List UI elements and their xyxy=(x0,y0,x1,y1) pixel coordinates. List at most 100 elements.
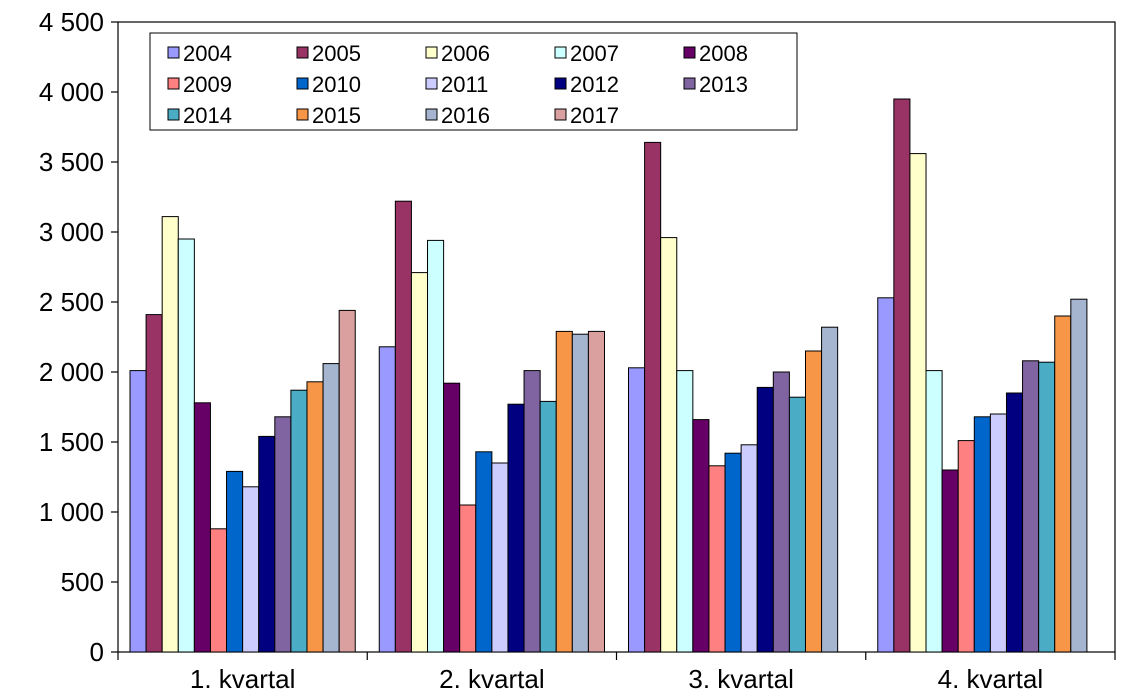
bar-2010-3-kvartal xyxy=(724,452,742,653)
legend-label-2017: 2017 xyxy=(570,103,619,128)
legend-swatch-2009 xyxy=(167,77,180,90)
bar-2005-1-kvartal xyxy=(145,314,163,653)
bar-2015-1-kvartal xyxy=(306,381,324,653)
bar-2009-1-kvartal xyxy=(209,528,228,653)
legend-label-2016: 2016 xyxy=(441,103,490,128)
bar-2017-2-kvartal xyxy=(587,330,605,653)
y-tick-label: 1 000 xyxy=(39,497,104,527)
x-category-label: 3. kvartal xyxy=(688,664,794,694)
bar-2008-4-kvartal xyxy=(941,469,959,653)
y-tick-label: 1 500 xyxy=(39,427,104,457)
bar-2004-1-kvartal xyxy=(129,370,147,653)
bar-2012-4-kvartal xyxy=(1005,392,1024,653)
bar-2005-3-kvartal xyxy=(644,141,662,653)
bar-2006-2-kvartal xyxy=(410,272,429,653)
y-tick-label: 4 500 xyxy=(39,7,104,37)
plot-area xyxy=(117,21,1116,653)
bar-2009-3-kvartal xyxy=(708,465,726,653)
bar-2008-3-kvartal xyxy=(692,419,710,653)
legend-swatch-2014 xyxy=(167,108,180,121)
legend-swatch-2010 xyxy=(296,77,309,90)
bar-2014-2-kvartal xyxy=(539,400,557,653)
bar-2011-4-kvartal xyxy=(989,413,1007,653)
bar-2005-4-kvartal xyxy=(893,98,911,653)
bar-2014-1-kvartal xyxy=(290,389,308,653)
bar-2004-4-kvartal xyxy=(877,297,895,653)
legend: 2004 2005 2006 2007 2008 2009 2010 2011 2012 2013… xyxy=(149,32,798,131)
bar-2007-1-kvartal xyxy=(177,238,195,653)
legend-label-2015: 2015 xyxy=(312,103,361,128)
bar-2008-1-kvartal xyxy=(193,402,211,653)
legend-label-2012: 2012 xyxy=(570,72,619,97)
x-category-label: 1. kvartal xyxy=(190,664,296,694)
y-tick-label: 2 000 xyxy=(39,357,104,387)
y-tick-label: 3 000 xyxy=(39,217,104,247)
y-tick-label: 3 500 xyxy=(39,147,104,177)
bar-2004-2-kvartal xyxy=(378,346,396,653)
bar-2006-4-kvartal xyxy=(909,153,927,653)
x-category-label: 4. kvartal xyxy=(938,664,1044,694)
legend-swatch-2013 xyxy=(683,77,696,90)
bar-2007-3-kvartal xyxy=(676,370,694,653)
bar-2016-4-kvartal xyxy=(1070,298,1088,653)
bar-2005-2-kvartal xyxy=(394,200,412,653)
bar-2016-2-kvartal xyxy=(571,333,589,653)
legend-swatch-2015 xyxy=(296,108,309,121)
legend-swatch-2011 xyxy=(425,77,438,90)
bar-2010-1-kvartal xyxy=(226,470,244,653)
bar-2004-3-kvartal xyxy=(628,367,646,653)
bar-2012-3-kvartal xyxy=(756,386,774,653)
legend-swatch-2012 xyxy=(554,77,567,90)
legend-label-2006: 2006 xyxy=(441,41,490,66)
legend-swatch-2008 xyxy=(683,46,696,59)
legend-label-2008: 2008 xyxy=(699,41,748,66)
bar-2012-2-kvartal xyxy=(507,403,525,653)
legend-label-2009: 2009 xyxy=(183,72,232,97)
bar-2011-3-kvartal xyxy=(740,444,758,653)
bar-2011-1-kvartal xyxy=(242,486,260,653)
bar-2013-3-kvartal xyxy=(772,371,790,653)
bar-2016-1-kvartal xyxy=(322,363,340,653)
bar-2013-4-kvartal xyxy=(1022,360,1040,653)
y-tick-label: 0 xyxy=(90,637,104,667)
bar-2009-4-kvartal xyxy=(957,440,975,653)
bar-2013-1-kvartal xyxy=(274,416,292,653)
bar-2007-4-kvartal xyxy=(925,370,943,653)
legend-label-2013: 2013 xyxy=(699,72,748,97)
y-tick-label: 4 000 xyxy=(39,77,104,107)
x-category-label: 2. kvartal xyxy=(439,664,545,694)
bar-2017-1-kvartal xyxy=(338,309,356,653)
bar-2006-3-kvartal xyxy=(660,237,678,653)
bar-2011-2-kvartal xyxy=(491,462,509,653)
legend-swatch-2005 xyxy=(296,46,309,59)
legend-swatch-2016 xyxy=(425,108,438,121)
legend-label-2014: 2014 xyxy=(183,103,232,128)
legend-swatch-2006 xyxy=(425,46,438,59)
legend-label-2010: 2010 xyxy=(312,72,361,97)
bar-2014-4-kvartal xyxy=(1038,361,1056,653)
x-axis: 1. kvartal 2. kvartal 3. kvartal 4. kvartal xyxy=(117,652,1116,694)
bar-2015-4-kvartal xyxy=(1054,315,1072,653)
legend-swatch-2017 xyxy=(554,108,567,121)
legend-swatch-2007 xyxy=(554,46,567,59)
bar-2013-2-kvartal xyxy=(523,370,541,653)
y-tick-label: 500 xyxy=(61,567,104,597)
bar-2008-2-kvartal xyxy=(443,382,461,653)
bar-2009-2-kvartal xyxy=(459,504,477,653)
legend-label-2004: 2004 xyxy=(183,41,232,66)
bar-2015-3-kvartal xyxy=(804,350,823,653)
bar-2007-2-kvartal xyxy=(427,239,445,653)
legend-label-2011: 2011 xyxy=(441,72,488,97)
y-tick-label: 2 500 xyxy=(39,287,104,317)
y-axis: 0 500 1 000 1 500 2 000 2 500 3 000 3 500 4 000 4… xyxy=(39,7,118,667)
bar-2016-3-kvartal xyxy=(821,326,839,653)
bar-2010-4-kvartal xyxy=(973,416,991,653)
legend-label-2007: 2007 xyxy=(570,41,619,66)
legend-swatch-2004 xyxy=(167,46,180,59)
bar-2012-1-kvartal xyxy=(258,435,276,653)
legend-label-2005: 2005 xyxy=(312,41,361,66)
bar-2010-2-kvartal xyxy=(475,451,493,653)
bar-2015-2-kvartal xyxy=(555,330,573,653)
bar-2014-3-kvartal xyxy=(788,396,806,653)
